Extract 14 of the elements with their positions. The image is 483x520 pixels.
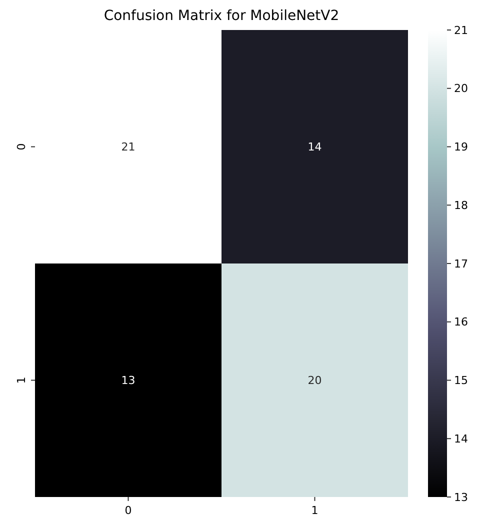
color-bar-label: 19 [454, 140, 468, 154]
color-bar-label: 13 [454, 490, 468, 504]
color-bar-label: 20 [454, 82, 468, 96]
data-label: 13 [121, 374, 136, 388]
color-bar-label: 14 [454, 432, 468, 446]
color-bar-label: 16 [454, 316, 468, 329]
color-bar-label: 17 [454, 257, 468, 270]
color-bar-label: 18 [454, 198, 468, 212]
data-label: 21 [121, 140, 136, 154]
data-label: 20 [308, 374, 322, 388]
chart-title: Confusion Matrix for MobileNetV2 [104, 8, 340, 24]
color-bar-label: 21 [454, 24, 468, 37]
color-bar-label: 15 [454, 374, 468, 388]
data-label: 14 [308, 140, 322, 154]
